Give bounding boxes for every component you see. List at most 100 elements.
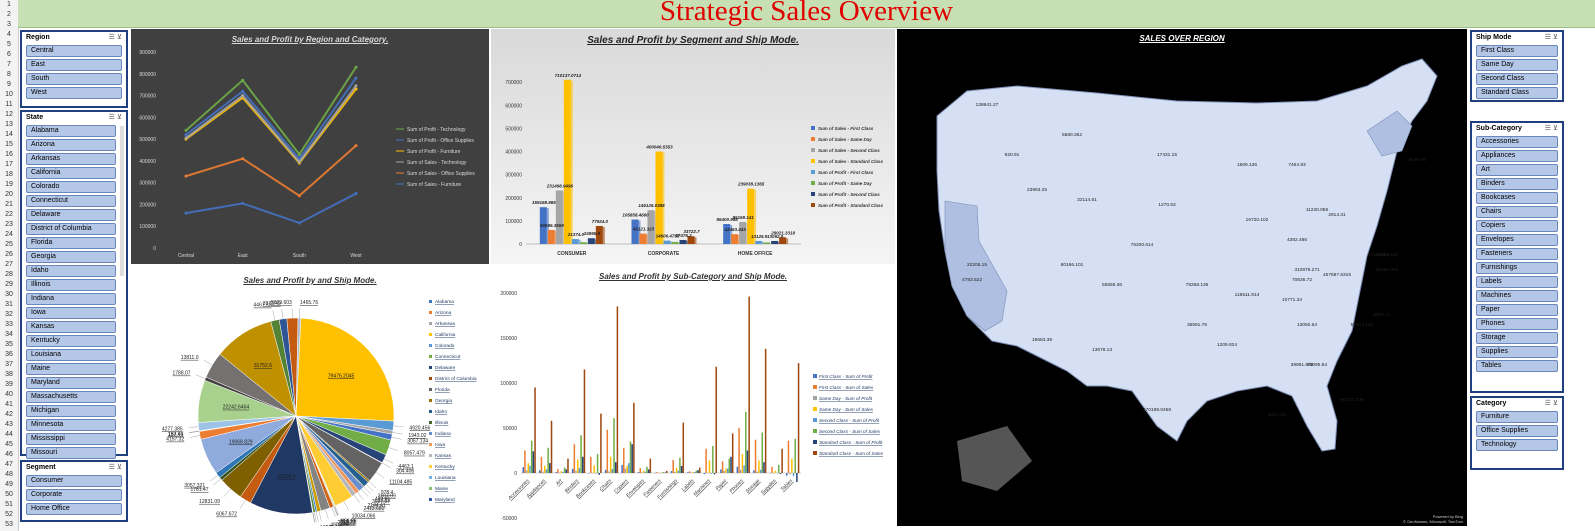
row-number[interactable]: 10: [5, 91, 13, 98]
state-slicer-item[interactable]: Michigan: [26, 405, 116, 417]
state-slicer-item[interactable]: Louisiana: [26, 349, 116, 361]
row-number[interactable]: 42: [5, 411, 13, 418]
row-number[interactable]: 18: [5, 171, 13, 178]
row-number[interactable]: 27: [5, 261, 13, 268]
sub-category-slicer-item[interactable]: Paper: [1476, 304, 1558, 316]
sub-category-slicer-item[interactable]: Bookcases: [1476, 192, 1558, 204]
sub-category-slicer-item[interactable]: Tables: [1476, 360, 1558, 372]
row-number[interactable]: 2: [7, 11, 11, 18]
row-number[interactable]: 31: [5, 301, 13, 308]
state-slicer-item[interactable]: Colorado: [26, 181, 116, 193]
row-number[interactable]: 21: [5, 201, 13, 208]
row-number[interactable]: 28: [5, 271, 13, 278]
segment-bar-chart-panel[interactable]: Sales and Profit by Segment and Ship Mod…: [491, 29, 895, 264]
map-panel[interactable]: SALES OVER REGION 138641.27 5580.352 920.9…: [897, 29, 1467, 526]
row-number[interactable]: 24: [5, 231, 13, 238]
row-number[interactable]: 6: [7, 51, 11, 58]
ship-mode-slicer-item[interactable]: Same Day: [1476, 59, 1558, 71]
row-number[interactable]: 20: [5, 191, 13, 198]
state-slicer-item[interactable]: District of Columbia: [26, 223, 116, 235]
sub-category-slicer-item[interactable]: Binders: [1476, 178, 1558, 190]
row-number[interactable]: 52: [5, 511, 13, 518]
segment-slicer-item[interactable]: Consumer: [26, 475, 122, 487]
state-slicer-item[interactable]: Iowa: [26, 307, 116, 319]
row-number[interactable]: 8: [7, 71, 11, 78]
row-number[interactable]: 32: [5, 311, 13, 318]
filter-clear-icon[interactable]: ☰ ⊻: [108, 464, 122, 471]
row-number[interactable]: 41: [5, 401, 13, 408]
row-number[interactable]: 22: [5, 211, 13, 218]
state-slicer-item[interactable]: Illinois: [26, 279, 116, 291]
row-number[interactable]: 40: [5, 391, 13, 398]
row-number[interactable]: 16: [5, 151, 13, 158]
state-slicer-item[interactable]: Delaware: [26, 209, 116, 221]
row-number[interactable]: 51: [5, 501, 13, 508]
filter-clear-icon[interactable]: ☰ ⊻: [1544, 125, 1558, 132]
state-slicer-item[interactable]: Arizona: [26, 139, 116, 151]
category-slicer-item[interactable]: Furniture: [1476, 411, 1558, 423]
state-slicer-item[interactable]: Idaho: [26, 265, 116, 277]
ship-mode-slicer-item[interactable]: Second Class: [1476, 73, 1558, 85]
subcategory-bar-chart-panel[interactable]: Sales and Profit by Sub-Category and Shi…: [491, 266, 895, 526]
state-slicer-scrollbar[interactable]: [120, 126, 124, 276]
row-number[interactable]: 30: [5, 291, 13, 298]
row-number[interactable]: 12: [5, 111, 13, 118]
state-slicer-item[interactable]: Connecticut: [26, 195, 116, 207]
row-number[interactable]: 13: [5, 121, 13, 128]
row-number[interactable]: 17: [5, 161, 13, 168]
row-number[interactable]: 14: [5, 131, 13, 138]
sub-category-slicer-item[interactable]: Furnishings: [1476, 262, 1558, 274]
sub-category-slicer-item[interactable]: Copiers: [1476, 220, 1558, 232]
sub-category-slicer-item[interactable]: Accessories: [1476, 136, 1558, 148]
row-number[interactable]: 25: [5, 241, 13, 248]
row-number[interactable]: 37: [5, 361, 13, 368]
region-slicer-item[interactable]: East: [26, 59, 122, 71]
sub-category-slicer-item[interactable]: Fasteners: [1476, 248, 1558, 260]
state-slicer-item[interactable]: California: [26, 167, 116, 179]
row-number[interactable]: 4: [7, 31, 11, 38]
filter-clear-icon[interactable]: ☰ ⊻: [108, 114, 122, 121]
row-number[interactable]: 53: [5, 521, 13, 528]
sub-category-slicer-item[interactable]: Phones: [1476, 318, 1558, 330]
filter-clear-icon[interactable]: ☰ ⊻: [108, 34, 122, 41]
region-slicer-item[interactable]: South: [26, 73, 122, 85]
row-number[interactable]: 45: [5, 441, 13, 448]
row-number[interactable]: 44: [5, 431, 13, 438]
sub-category-slicer-item[interactable]: Supplies: [1476, 346, 1558, 358]
region-slicer-item[interactable]: West: [26, 87, 122, 99]
row-number[interactable]: 3: [7, 21, 11, 28]
row-number[interactable]: 15: [5, 141, 13, 148]
sub-category-slicer-item[interactable]: Chairs: [1476, 206, 1558, 218]
state-slicer-item[interactable]: Minnesota: [26, 419, 116, 431]
state-slicer-item[interactable]: Florida: [26, 237, 116, 249]
state-slicer-item[interactable]: Maine: [26, 363, 116, 375]
row-number[interactable]: 38: [5, 371, 13, 378]
state-slicer-item[interactable]: Maryland: [26, 377, 116, 389]
state-slicer-item[interactable]: Kentucky: [26, 335, 116, 347]
sub-category-slicer-item[interactable]: Envelopes: [1476, 234, 1558, 246]
ship-mode-slicer-item[interactable]: First Class: [1476, 45, 1558, 57]
row-number[interactable]: 43: [5, 421, 13, 428]
row-number[interactable]: 5: [7, 41, 11, 48]
pie-chart-panel[interactable]: Sales and Profit by and Ship Mode. 79476…: [131, 266, 489, 526]
state-slicer-item[interactable]: Massachusetts: [26, 391, 116, 403]
state-slicer-item[interactable]: Missouri: [26, 447, 116, 459]
state-slicer-item[interactable]: Georgia: [26, 251, 116, 263]
row-number[interactable]: 50: [5, 491, 13, 498]
row-number[interactable]: 19: [5, 181, 13, 188]
row-number[interactable]: 48: [5, 471, 13, 478]
segment-slicer-item[interactable]: Corporate: [26, 489, 122, 501]
state-slicer-item[interactable]: Arkansas: [26, 153, 116, 165]
category-slicer-item[interactable]: Office Supplies: [1476, 425, 1558, 437]
row-number[interactable]: 46: [5, 451, 13, 458]
state-slicer-item[interactable]: Kansas: [26, 321, 116, 333]
row-number[interactable]: 36: [5, 351, 13, 358]
state-slicer-item[interactable]: Alabama: [26, 125, 116, 137]
sub-category-slicer-item[interactable]: Labels: [1476, 276, 1558, 288]
row-number[interactable]: 23: [5, 221, 13, 228]
row-number[interactable]: 11: [5, 101, 13, 108]
row-number[interactable]: 49: [5, 481, 13, 488]
row-number[interactable]: 7: [7, 61, 11, 68]
row-number[interactable]: 34: [5, 331, 13, 338]
ship-mode-slicer-item[interactable]: Standard Class: [1476, 87, 1558, 99]
